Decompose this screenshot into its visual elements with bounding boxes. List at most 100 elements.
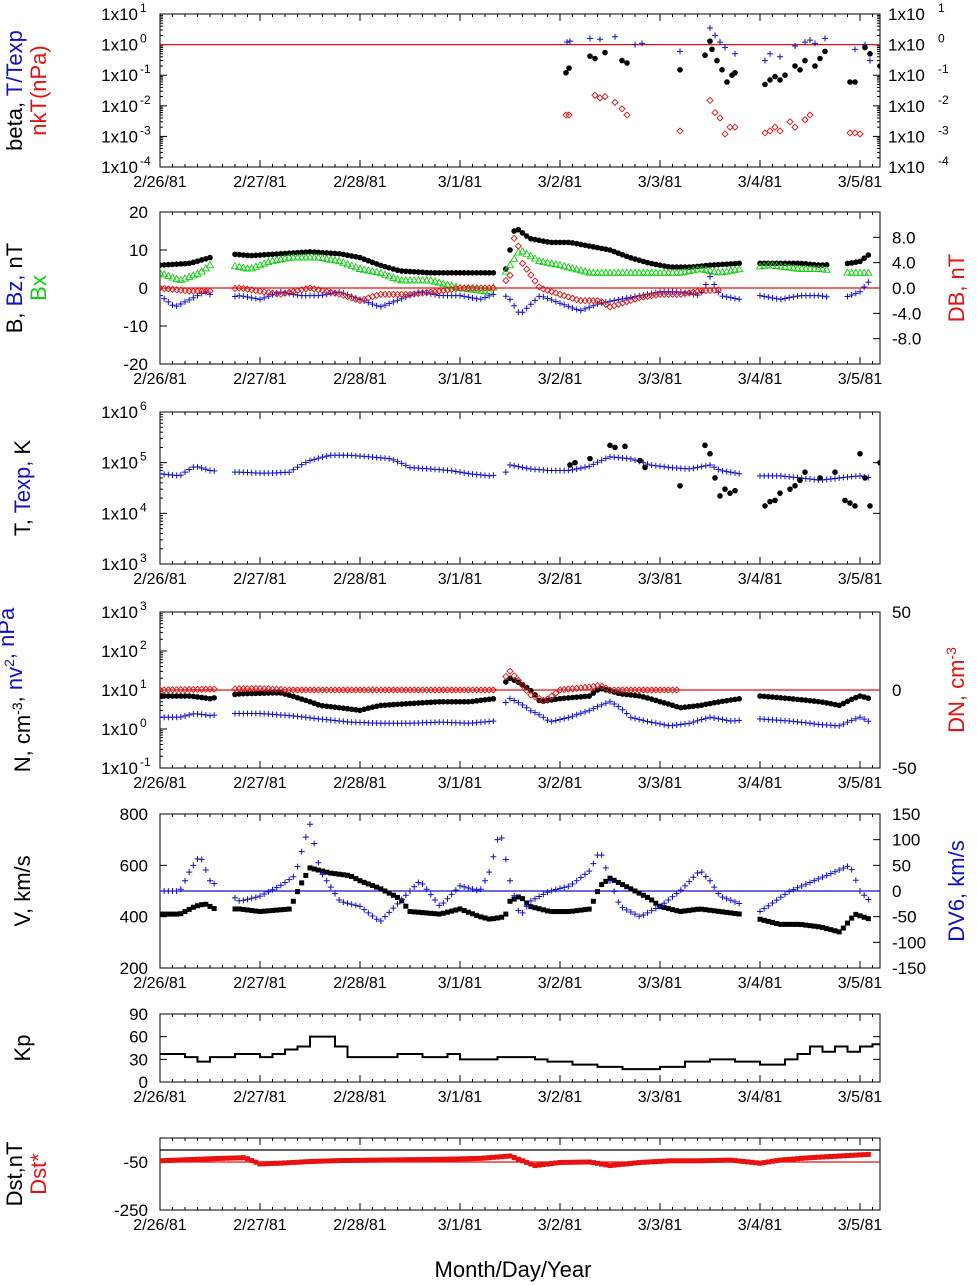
data-point — [637, 457, 643, 464]
data-point — [347, 261, 356, 269]
x-tick-label: 3/3/81 — [638, 571, 683, 588]
data-point — [511, 1155, 517, 1161]
y-tick-label: -50 — [123, 1153, 148, 1172]
data-point — [236, 1155, 242, 1161]
data-point — [695, 1158, 700, 1164]
data-point — [632, 911, 638, 918]
data-point — [407, 909, 413, 915]
data-point — [857, 714, 863, 721]
y-axis-label-part: , nPa — [0, 607, 19, 659]
data-point — [686, 1158, 692, 1164]
data-point — [357, 878, 363, 884]
y-axis-label-part: B, — [2, 306, 27, 333]
data-layer — [160, 442, 880, 509]
data-point — [780, 262, 790, 271]
data-point — [823, 261, 830, 268]
data-point — [172, 274, 181, 283]
data-point — [423, 269, 430, 276]
data-point — [715, 466, 722, 473]
data-point — [315, 702, 322, 708]
data-point — [351, 263, 361, 271]
y-right-axis-label: DN, cm-3 — [943, 647, 969, 733]
data-point — [670, 907, 675, 913]
x-tick-label: 3/2/81 — [538, 775, 583, 792]
data-point — [514, 676, 522, 685]
data-point — [657, 1158, 663, 1164]
data-point — [198, 465, 205, 472]
data-point — [323, 453, 330, 460]
data-point — [461, 698, 467, 705]
y-right-tick-label-exponent: 1 — [938, 1, 945, 15]
data-point — [182, 909, 188, 915]
data-point — [653, 1159, 659, 1165]
data-point — [284, 253, 294, 261]
data-point — [449, 1156, 455, 1162]
data-point — [812, 40, 818, 47]
data-point — [265, 1161, 271, 1167]
data-point — [390, 701, 397, 708]
data-point — [727, 469, 734, 476]
data-point — [714, 57, 720, 64]
data-point — [577, 465, 584, 472]
data-point — [690, 703, 697, 710]
data-point — [857, 1152, 863, 1158]
data-point — [318, 287, 327, 295]
data-point — [307, 1159, 313, 1165]
data-point — [486, 292, 493, 299]
data-point — [394, 458, 401, 465]
data-point — [711, 262, 717, 268]
data-point — [382, 888, 388, 894]
x-tick-label: 3/3/81 — [638, 975, 683, 992]
data-point — [322, 254, 331, 262]
data-point — [728, 910, 734, 916]
data-point — [561, 715, 568, 722]
data-point — [507, 877, 513, 884]
data-point — [465, 909, 471, 915]
data-point — [469, 270, 476, 276]
y-tick-label: 1x10 — [101, 5, 138, 24]
data-point — [365, 1157, 371, 1163]
data-point — [548, 297, 555, 304]
data-point — [189, 287, 197, 295]
data-point — [190, 693, 197, 700]
data-point — [607, 877, 613, 884]
data-point — [465, 270, 472, 276]
data-point — [582, 907, 588, 913]
data-point — [549, 1161, 555, 1167]
data-point — [257, 690, 263, 697]
data-point — [206, 685, 214, 693]
data-point — [561, 1159, 567, 1165]
data-point — [665, 1158, 671, 1164]
data-point — [526, 251, 536, 260]
data-point — [380, 270, 390, 278]
y-tick-label: 1x10 — [101, 504, 138, 523]
y-tick-label: 30 — [129, 1050, 148, 1069]
data-point — [303, 872, 309, 878]
data-point — [853, 911, 859, 917]
data-point — [669, 264, 676, 270]
y-axis-label: N, cm-3, nv2, nPa — [0, 607, 35, 772]
data-point — [395, 894, 400, 900]
data-point — [586, 693, 592, 699]
data-point — [394, 267, 401, 273]
data-point — [793, 264, 802, 272]
data-point — [340, 1158, 346, 1164]
x-tick-label: 3/1/81 — [438, 975, 483, 992]
data-layer — [160, 1035, 880, 1071]
x-tick-label: 3/2/81 — [538, 1089, 583, 1106]
data-point — [577, 874, 584, 881]
data-point — [711, 884, 718, 891]
data-point — [540, 293, 547, 300]
data-point — [765, 693, 772, 700]
data-point — [777, 894, 784, 901]
data-point — [384, 271, 394, 280]
y-axis-label-2-part: Bx — [26, 275, 51, 301]
data-point — [773, 897, 780, 904]
data-point — [470, 1156, 475, 1162]
data-point — [740, 1158, 746, 1164]
x-tick-label: 3/3/81 — [638, 1217, 683, 1234]
data-point — [645, 894, 650, 900]
data-point — [772, 261, 781, 269]
data-point — [665, 906, 671, 912]
data-point — [591, 91, 599, 99]
